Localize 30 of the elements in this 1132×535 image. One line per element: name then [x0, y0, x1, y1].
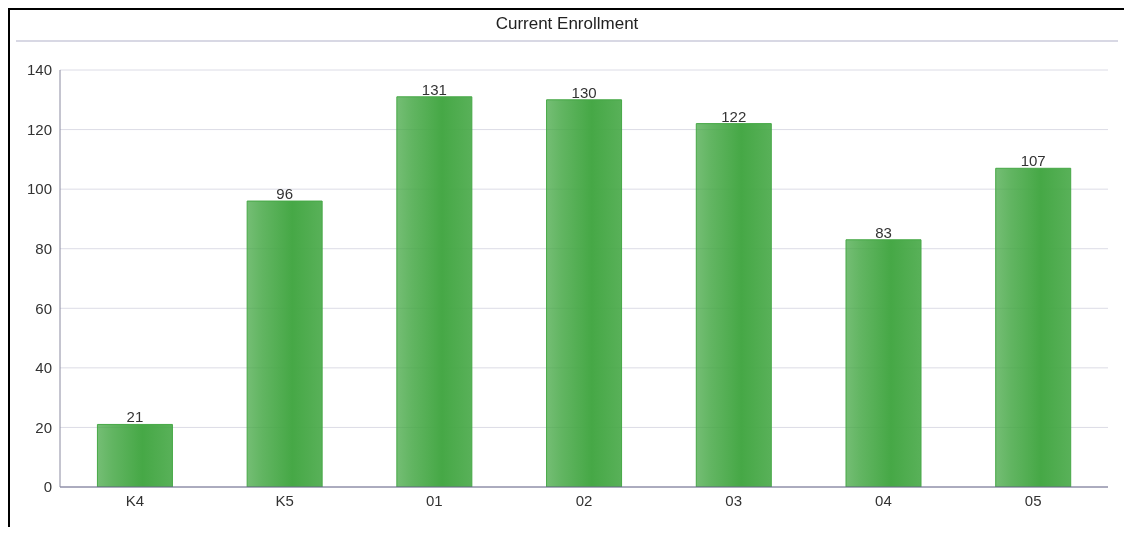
- y-tick-label: 80: [35, 240, 52, 258]
- bar: [96, 423, 173, 487]
- bar: [995, 167, 1072, 487]
- y-tick-label: 120: [26, 120, 52, 138]
- data-label: 131: [421, 80, 447, 98]
- bar: [396, 96, 473, 487]
- bar: [845, 239, 922, 487]
- data-label: 96: [276, 185, 293, 203]
- bar: [246, 200, 323, 487]
- bar: [695, 123, 772, 487]
- x-tick-label: 03: [725, 491, 743, 509]
- data-label: 130: [571, 83, 597, 101]
- y-tick-label: 40: [35, 359, 52, 377]
- chart-title: Current Enrollment: [16, 10, 1118, 42]
- bar: [546, 99, 623, 487]
- y-tick-label: 60: [35, 299, 52, 317]
- x-tick-label: K4: [125, 491, 145, 509]
- data-label: 83: [875, 223, 892, 241]
- x-tick-label: 02: [575, 491, 593, 509]
- y-tick-label: 140: [26, 61, 52, 79]
- x-tick-label: 01: [425, 491, 443, 509]
- data-label: 122: [721, 107, 747, 125]
- data-label: 107: [1020, 152, 1046, 170]
- y-tick-label: 0: [43, 478, 52, 496]
- x-tick-label: K5: [275, 491, 294, 509]
- x-tick-label: 05: [1024, 491, 1042, 509]
- x-tick-label: 04: [875, 491, 892, 509]
- y-tick-label: 20: [35, 418, 52, 436]
- data-label: 21: [126, 408, 144, 426]
- y-tick-label: 100: [26, 180, 52, 198]
